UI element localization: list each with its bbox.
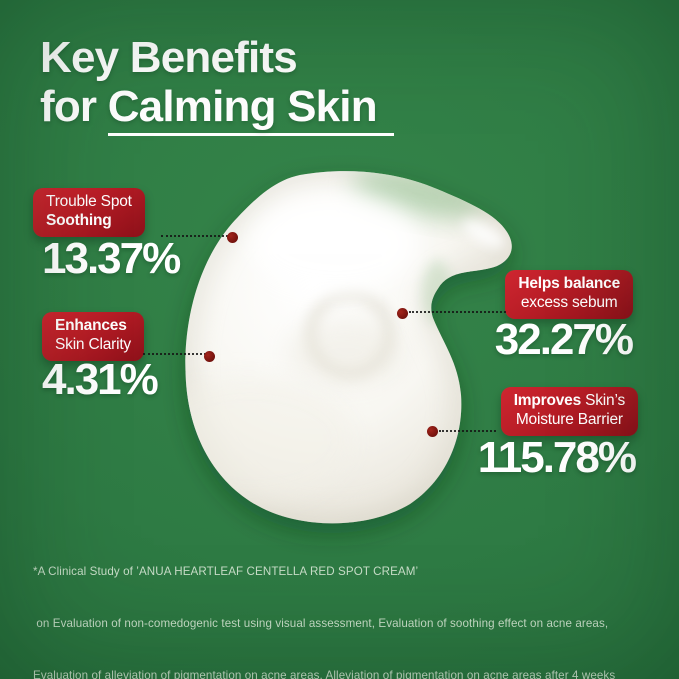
benefit-value-trouble-spot: 13.37% [42,234,181,283]
badge-line-2: Skin Clarity [55,336,131,355]
badge-line-1: Trouble Spot [46,193,132,212]
badge-line-1-normal: Skin’s [581,392,625,409]
title-line-2: for Calming Skin [40,82,394,136]
badge-line-2-bold: Soothing [46,211,112,229]
leader-line-skin-clarity [143,353,206,355]
badge-line-2: Soothing [46,212,132,231]
badge-line-2: Moisture Barrier [514,411,625,430]
leader-line-excess-sebum [409,311,506,313]
benefit-badge-skin-clarity: Enhances Skin Clarity [42,312,144,361]
badge-line-2: excess sebum [518,294,620,313]
title-underlined-text: Calming Skin [107,82,394,136]
benefit-badge-moisture-barrier: Improves Skin’s Moisture Barrier [500,387,638,436]
page-title: Key Benefits for Calming Skin [40,33,394,136]
title-line-1: Key Benefits [40,33,298,82]
benefit-badge-trouble-spot-soothing: Trouble Spot Soothing [33,188,145,237]
leader-line-trouble-spot [161,235,228,237]
benefit-value-excess-sebum: 32.27% [494,315,634,364]
badge-line-2-normal: excess sebum [520,293,618,311]
clinical-disclaimer: *A Clinical Study of ’ANUA HEARTLEAF CEN… [33,529,663,679]
data-point-dot-excess-sebum [397,308,408,319]
badge-line-1: Helps balance [518,275,620,294]
benefit-value-moisture-barrier: 115.78% [477,433,637,482]
title-line-2-prefix: for [40,82,108,131]
benefit-value-skin-clarity: 4.31% [42,355,159,404]
badge-line-1: Enhances [55,317,131,336]
badge-line-1-normal: Trouble Spot [46,193,132,210]
badge-line-1: Improves Skin’s [513,392,626,411]
data-point-dot-trouble-spot [227,232,238,243]
badge-line-1-bold: Helps balance [518,275,620,292]
badge-line-2-normal: Skin Clarity [55,335,131,353]
data-point-dot-skin-clarity [204,351,215,362]
disclaimer-line: *A Clinical Study of ’ANUA HEARTLEAF CEN… [33,565,419,579]
data-point-dot-moisture-barrier [427,426,438,437]
badge-line-2-normal: Moisture Barrier [515,410,623,428]
benefit-badge-excess-sebum: Helps balance excess sebum [505,270,633,319]
leader-line-moisture-barrier [439,430,496,432]
badge-line-1-bold: Improves [513,392,582,409]
disclaimer-line: Evaluation of alleviation of pigmentatio… [33,668,616,679]
badge-line-1-bold: Enhances [55,317,127,334]
disclaimer-line: on Evaluation of non-comedogenic test us… [33,617,609,631]
